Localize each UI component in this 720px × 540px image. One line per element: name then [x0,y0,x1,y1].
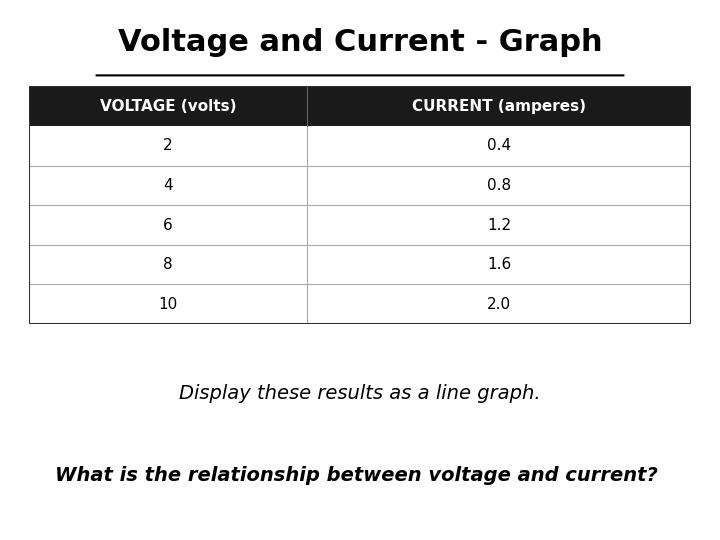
Text: 6: 6 [163,218,173,233]
Text: 1.6: 1.6 [487,257,511,272]
Text: VOLTAGE (volts): VOLTAGE (volts) [99,99,236,114]
Text: 2: 2 [163,138,173,153]
Text: What is the relationship between voltage and current?: What is the relationship between voltage… [55,465,658,485]
Text: 4: 4 [163,178,173,193]
Text: 2.0: 2.0 [487,296,511,312]
Text: 1.2: 1.2 [487,218,511,233]
Bar [29,245,691,285]
Text: 0.4: 0.4 [487,138,511,153]
Bar [29,166,691,205]
Text: Voltage and Current - Graph: Voltage and Current - Graph [117,28,603,57]
Bar [29,285,691,324]
Bar [29,126,691,166]
Bar [29,205,691,245]
Text: 10: 10 [158,296,178,312]
Bar [29,86,691,126]
Text: 8: 8 [163,257,173,272]
Text: 0.8: 0.8 [487,178,511,193]
Text: CURRENT (amperes): CURRENT (amperes) [412,99,586,114]
Text: Display these results as a line graph.: Display these results as a line graph. [179,383,541,403]
